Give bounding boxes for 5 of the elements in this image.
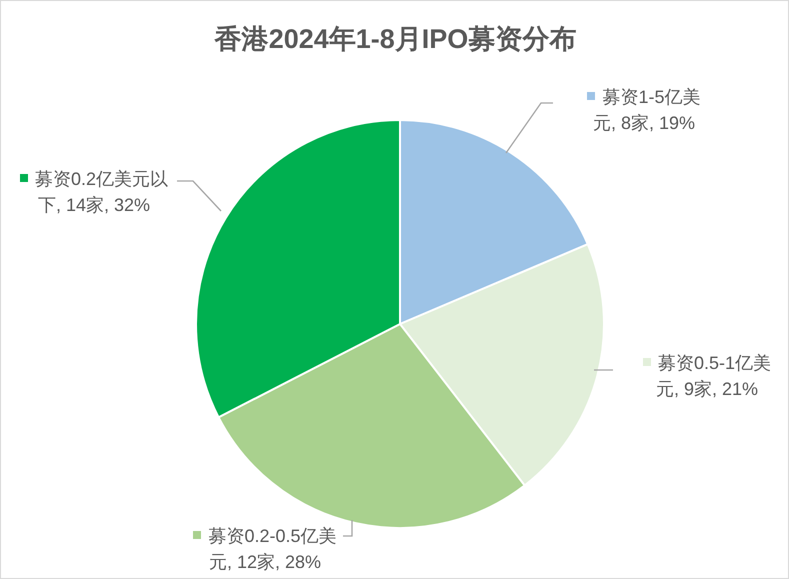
- legend-label: 募资0.2亿美元以下, 14家, 32%: [34, 168, 170, 217]
- legend-label: 募资0.5-1亿美元, 9家, 21%: [654, 352, 772, 401]
- legend-label: 募资1-5亿美元, 8家, 19%: [592, 86, 702, 135]
- chart-title: 香港2024年1-8月IPO募资分布: [213, 23, 578, 56]
- legend-label: 募资0.2-0.5亿美元, 12家, 28%: [207, 525, 338, 574]
